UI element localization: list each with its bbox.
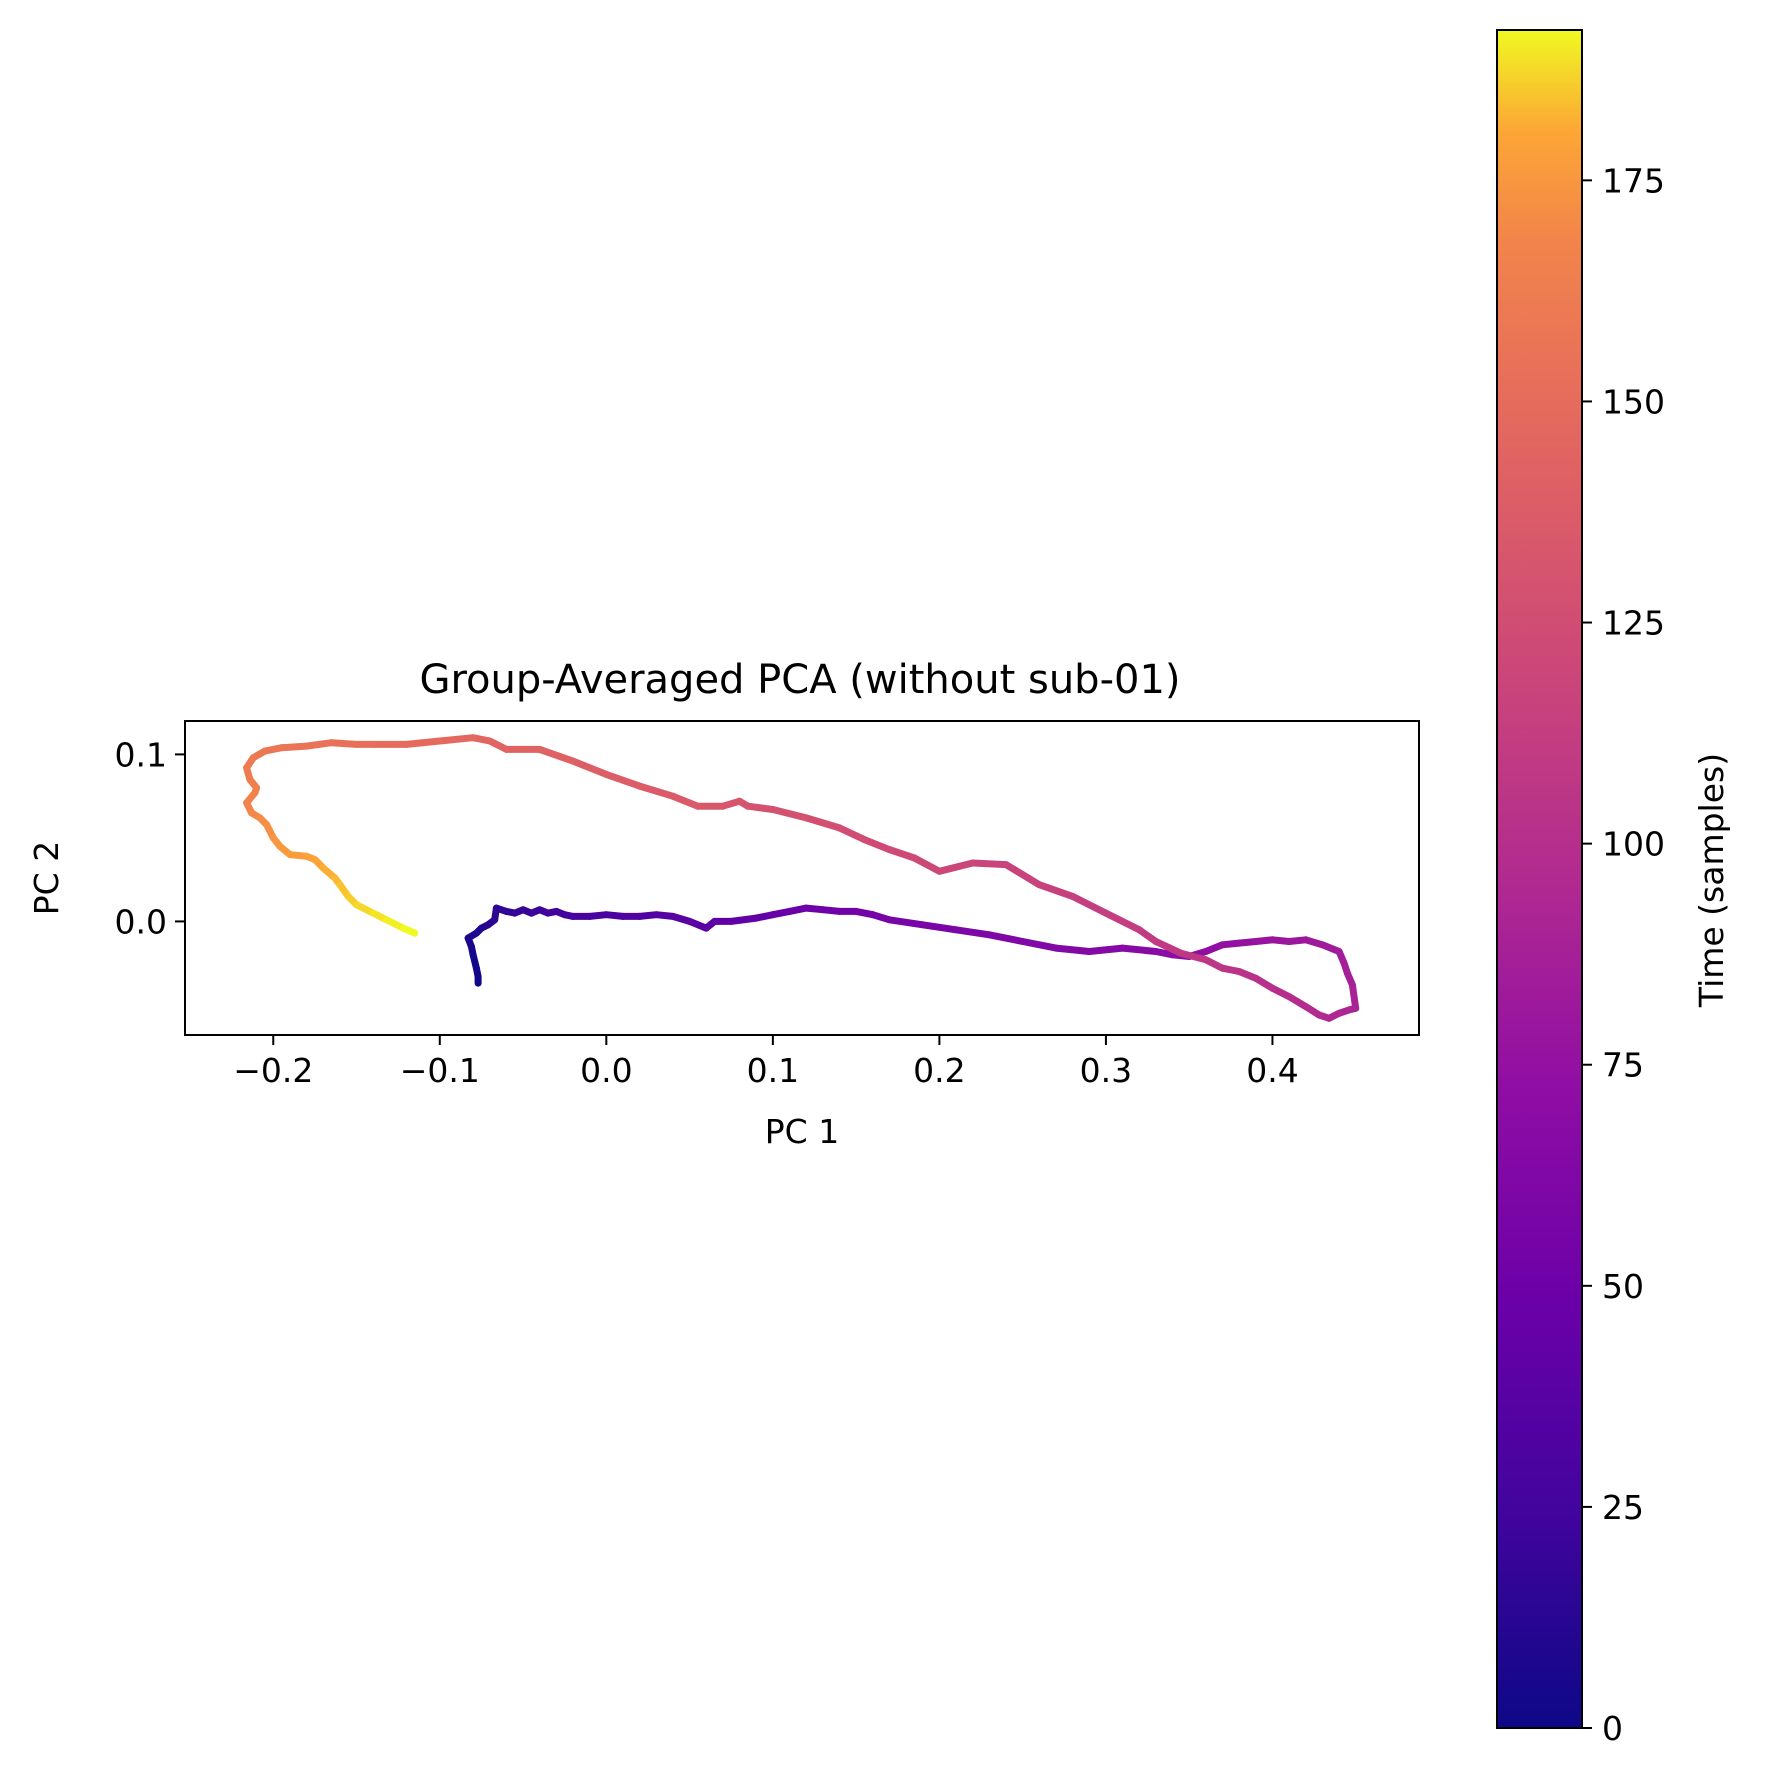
trajectory-segment bbox=[602, 770, 644, 790]
plot-frame bbox=[184, 720, 1420, 1036]
trajectory-segment bbox=[969, 859, 1010, 869]
colorbar-tick-label: 25 bbox=[1602, 1488, 1644, 1527]
trajectory-segment bbox=[403, 737, 444, 748]
x-tick-label: 0.3 bbox=[1080, 1051, 1132, 1090]
x-tick-label: −0.2 bbox=[233, 1051, 313, 1090]
colorbar-tick-label: 175 bbox=[1602, 161, 1665, 200]
trajectory-segment bbox=[636, 782, 677, 800]
x-axis: −0.2 −0.1 0.0 0.1 0.2 0.3 0.4 bbox=[233, 1035, 1299, 1090]
x-tick-label: −0.1 bbox=[400, 1051, 480, 1090]
x-axis-label: PC 1 bbox=[765, 1112, 839, 1151]
colorbar-tick-label: 100 bbox=[1602, 825, 1665, 864]
trajectory-segment bbox=[536, 745, 577, 765]
trajectory-segment bbox=[1069, 892, 1110, 917]
trajectory-segment bbox=[569, 757, 610, 778]
trajectory-segment bbox=[885, 916, 927, 929]
x-tick-label: 0.1 bbox=[747, 1051, 799, 1090]
x-tick-label: 0.4 bbox=[1246, 1051, 1298, 1090]
trajectory-segment bbox=[278, 742, 311, 752]
trajectory-segment bbox=[399, 924, 419, 937]
y-axis: 0.0 0.1 bbox=[115, 735, 185, 941]
trajectory-segment bbox=[328, 739, 360, 748]
x-tick-label: 0.0 bbox=[580, 1051, 632, 1090]
y-tick-label: 0.0 bbox=[115, 902, 167, 941]
trajectory-segment bbox=[952, 926, 993, 939]
y-tick-label: 0.1 bbox=[115, 735, 167, 774]
trajectory-segment bbox=[1177, 949, 1210, 964]
trajectory-segment bbox=[1152, 938, 1185, 957]
colorbar-label: Time (samples) bbox=[1692, 753, 1731, 1008]
colorbar-tick-label: 0 bbox=[1602, 1709, 1623, 1748]
colorbar-tick-label: 75 bbox=[1602, 1046, 1644, 1085]
trajectory-segment bbox=[436, 734, 477, 745]
trajectory-line bbox=[243, 734, 1360, 1022]
colorbar-axis: 0 25 50 75 100 125 150 175 bbox=[1582, 161, 1665, 1748]
trajectory-segment bbox=[303, 739, 335, 750]
trajectory-segment bbox=[669, 792, 702, 810]
trajectory-segment bbox=[935, 859, 977, 875]
trajectory-segment bbox=[836, 824, 868, 844]
colorbar-tick-label: 150 bbox=[1602, 382, 1665, 421]
trajectory-segment bbox=[910, 854, 943, 875]
chart-title: Group-Averaged PCA (without sub-01) bbox=[419, 657, 1180, 703]
trajectory-segment bbox=[885, 846, 918, 862]
trajectory-segment bbox=[1119, 944, 1160, 955]
trajectory-segment bbox=[1052, 944, 1093, 955]
colorbar-tick-label: 50 bbox=[1602, 1267, 1644, 1306]
x-tick-label: 0.2 bbox=[913, 1051, 965, 1090]
trajectory-segment bbox=[1002, 861, 1043, 889]
trajectory-segment bbox=[1085, 944, 1127, 955]
colorbar-tick-label: 125 bbox=[1602, 604, 1665, 643]
trajectory-segment bbox=[769, 806, 810, 822]
trajectory-segment bbox=[919, 921, 960, 934]
colorbar bbox=[1496, 29, 1583, 1729]
trajectory-segment bbox=[1348, 981, 1360, 1012]
trajectory-segment bbox=[1019, 938, 1060, 952]
trajectory-segment bbox=[802, 814, 843, 832]
trajectory-segment bbox=[727, 914, 760, 925]
y-axis-label: PC 2 bbox=[27, 841, 66, 915]
trajectory-segment bbox=[860, 836, 893, 854]
trajectory-segment bbox=[1102, 909, 1143, 934]
trajectory-segment bbox=[744, 802, 777, 813]
trajectory-segment bbox=[985, 931, 1027, 945]
trajectory-segment bbox=[1035, 881, 1077, 900]
